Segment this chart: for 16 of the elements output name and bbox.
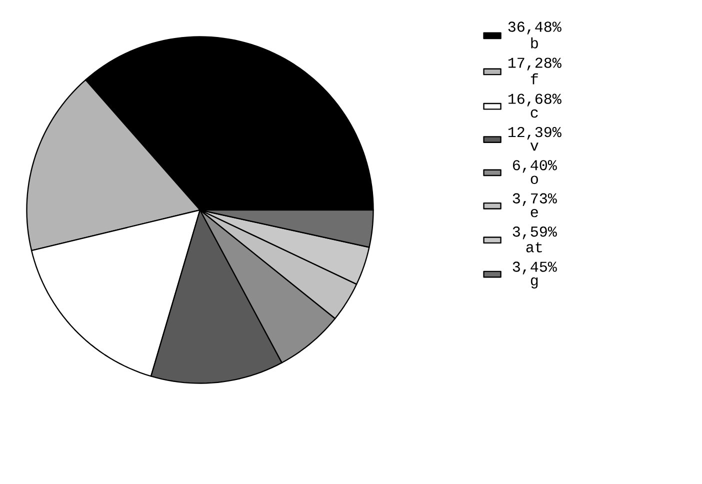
- data-label: 16,68%: [508, 94, 562, 106]
- legend-label: g: [530, 277, 538, 289]
- data-label: 3,73%: [512, 193, 557, 206]
- legend-label: b: [531, 37, 538, 48]
- data-label: 36,48%: [508, 22, 562, 34]
- data-label: 3,59%: [512, 226, 557, 240]
- data-label: 6,40%: [513, 160, 557, 173]
- legend-label: at: [526, 242, 542, 252]
- legend-label: o: [530, 176, 538, 184]
- legend-label: f: [530, 73, 538, 84]
- data-label: 12,39%: [508, 126, 562, 140]
- data-label: 3,45%: [512, 262, 557, 274]
- legend-label: c: [530, 109, 538, 118]
- data-label: 17,28%: [508, 58, 562, 70]
- legend-label: e: [530, 208, 538, 218]
- legend-label: v: [530, 142, 538, 151]
